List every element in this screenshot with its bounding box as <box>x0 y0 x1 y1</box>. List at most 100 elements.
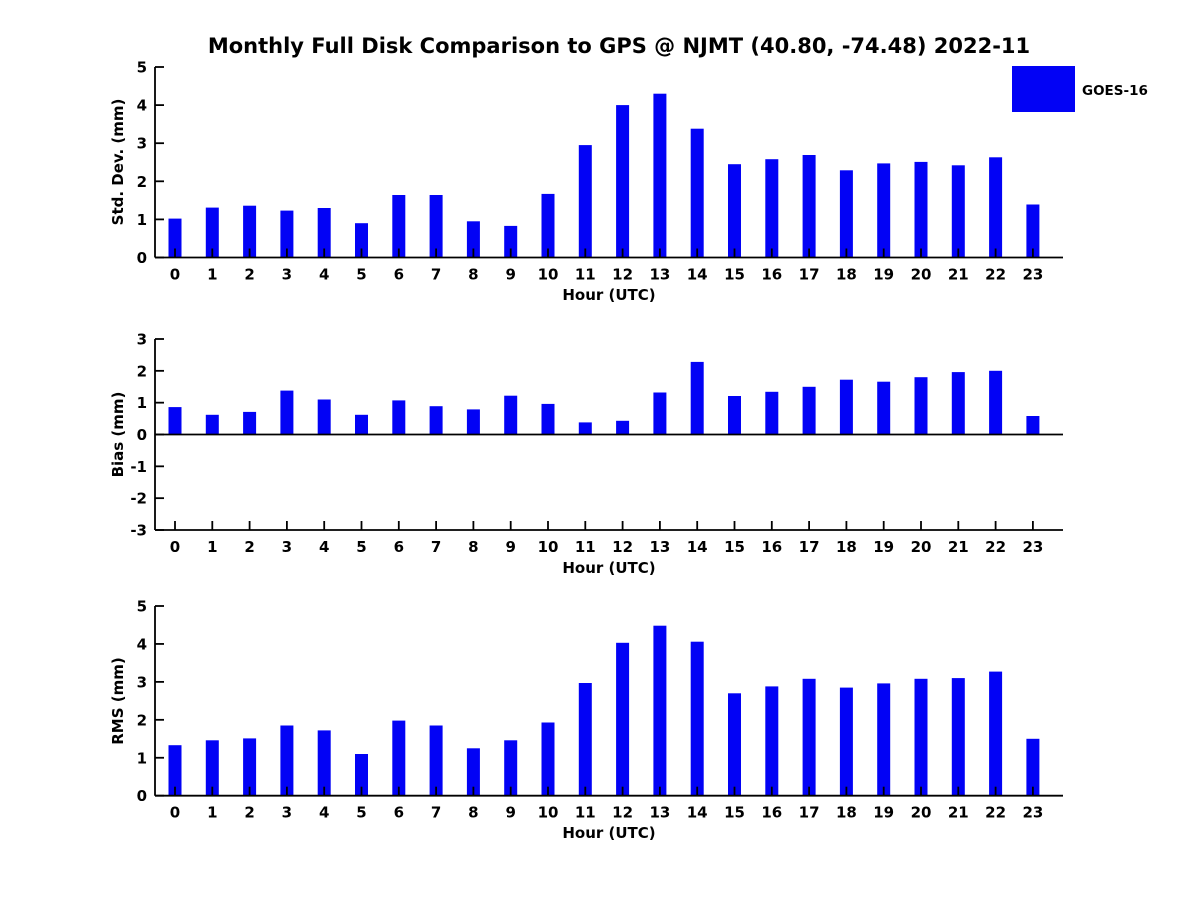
x-tick-label: 17 <box>799 804 820 822</box>
x-tick-label: 11 <box>575 804 596 822</box>
y-tick-label: 1 <box>137 394 147 412</box>
bar-hour-18 <box>839 170 853 258</box>
bar-hour-10 <box>541 193 555 258</box>
x-tick-label: 9 <box>505 266 515 284</box>
bar-hour-2 <box>243 411 257 435</box>
bar-hour-0 <box>168 745 182 796</box>
x-tick-label: 7 <box>431 804 441 822</box>
bar-hour-9 <box>504 225 518 258</box>
x-tick-label: 13 <box>649 266 670 284</box>
x-tick-label: 19 <box>873 804 894 822</box>
bar-hour-10 <box>541 722 555 796</box>
bar-hour-7 <box>429 195 443 258</box>
y-tick-label: 4 <box>137 635 147 653</box>
x-tick-label: 19 <box>873 538 894 556</box>
bar-hour-22 <box>989 157 1003 258</box>
y-tick-label: 2 <box>137 711 147 729</box>
bar-hour-4 <box>317 208 331 258</box>
bar-hour-17 <box>802 155 816 258</box>
x-tick-label: 8 <box>468 538 478 556</box>
x-tick-label: 1 <box>207 538 217 556</box>
y-tick-label: 3 <box>137 673 147 691</box>
x-tick-label: 20 <box>911 266 932 284</box>
x-tick-label: 22 <box>985 804 1006 822</box>
x-tick-label: 2 <box>244 804 254 822</box>
x-tick-label: 15 <box>724 804 745 822</box>
bar-hour-16 <box>765 159 779 258</box>
x-tick-label: 21 <box>948 266 969 284</box>
bar-hour-21 <box>951 372 965 435</box>
bar-hour-11 <box>578 145 592 258</box>
bar-hour-21 <box>951 165 965 258</box>
x-tick-label: 18 <box>836 266 857 284</box>
bar-hour-14 <box>690 128 704 258</box>
x-tick-label: 2 <box>244 266 254 284</box>
x-tick-label: 3 <box>282 538 292 556</box>
bar-hour-6 <box>392 720 406 796</box>
x-tick-label: 10 <box>538 266 559 284</box>
x-tick-label: 6 <box>394 538 404 556</box>
bar-hour-20 <box>914 377 928 435</box>
bar-hour-20 <box>914 678 928 796</box>
x-tick-label: 13 <box>649 804 670 822</box>
x-tick-label: 4 <box>319 538 329 556</box>
y-axis-label-rms: RMS (mm) <box>109 657 127 744</box>
x-tick-label: 16 <box>761 538 782 556</box>
x-axis-label-bias: Hour (UTC) <box>562 559 655 577</box>
x-tick-label: 15 <box>724 538 745 556</box>
bar-hour-22 <box>989 370 1003 435</box>
x-tick-label: 6 <box>394 266 404 284</box>
bar-hour-4 <box>317 730 331 796</box>
x-tick-label: 20 <box>911 538 932 556</box>
x-tick-label: 16 <box>761 266 782 284</box>
x-tick-label: 14 <box>687 804 708 822</box>
y-tick-label: 3 <box>137 331 147 349</box>
legend-label: GOES-16 <box>1082 83 1148 99</box>
y-tick-label: 5 <box>137 59 147 77</box>
y-tick-label: 0 <box>137 426 147 444</box>
bar-hour-11 <box>578 422 592 435</box>
x-tick-label: 21 <box>948 538 969 556</box>
x-tick-label: 4 <box>319 266 329 284</box>
y-tick-label: 0 <box>137 787 147 805</box>
y-tick-label: -1 <box>130 458 147 476</box>
bar-hour-9 <box>504 395 518 435</box>
y-tick-label: 3 <box>137 135 147 153</box>
bar-hour-13 <box>653 392 667 435</box>
bar-hour-15 <box>728 164 741 258</box>
x-tick-label: 0 <box>170 538 180 556</box>
chart-title: Monthly Full Disk Comparison to GPS @ NJ… <box>208 34 1030 58</box>
bar-hour-1 <box>205 414 219 435</box>
x-tick-label: 18 <box>836 804 857 822</box>
x-tick-label: 5 <box>356 538 366 556</box>
y-tick-label: -2 <box>130 490 147 508</box>
x-tick-label: 1 <box>207 266 217 284</box>
bar-hour-23 <box>1026 204 1040 258</box>
bar-hour-2 <box>243 205 257 258</box>
x-tick-label: 15 <box>724 266 745 284</box>
bar-hour-23 <box>1026 416 1040 435</box>
bar-hour-8 <box>466 409 480 435</box>
y-tick-label: 1 <box>137 211 147 229</box>
bar-hour-5 <box>355 223 368 258</box>
bar-hour-13 <box>653 93 667 258</box>
x-tick-label: 10 <box>538 538 559 556</box>
x-axis-label-rms: Hour (UTC) <box>562 824 655 842</box>
x-tick-label: 23 <box>1022 266 1043 284</box>
x-tick-label: 5 <box>356 266 366 284</box>
x-tick-label: 23 <box>1022 804 1043 822</box>
x-tick-label: 12 <box>612 266 633 284</box>
x-tick-label: 22 <box>985 266 1006 284</box>
x-tick-label: 3 <box>282 804 292 822</box>
x-tick-label: 4 <box>319 804 329 822</box>
x-tick-label: 0 <box>170 266 180 284</box>
bar-hour-12 <box>616 420 630 435</box>
bar-hour-17 <box>802 386 816 435</box>
x-tick-label: 7 <box>431 538 441 556</box>
bar-hour-7 <box>429 725 443 796</box>
y-axis-label-stddev: Std. Dev. (mm) <box>109 99 127 226</box>
